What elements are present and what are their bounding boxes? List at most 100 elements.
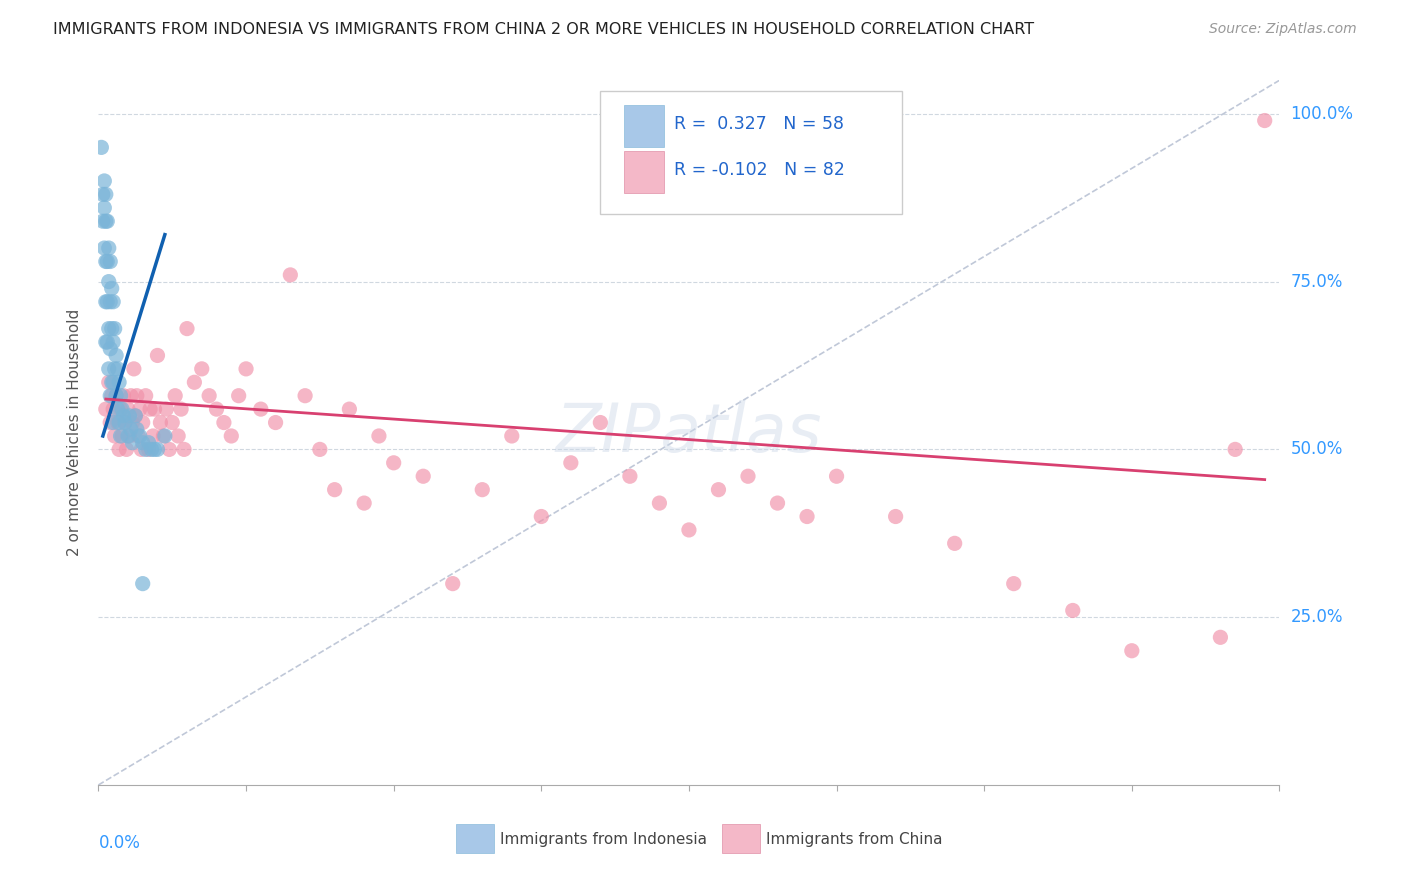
Point bbox=[91, 214, 114, 228]
Point bbox=[1062, 603, 1084, 617]
Point bbox=[111, 402, 134, 417]
Point bbox=[943, 536, 966, 550]
Point bbox=[139, 402, 162, 417]
Point bbox=[501, 429, 523, 443]
Point bbox=[264, 416, 287, 430]
Point bbox=[170, 402, 193, 417]
Point bbox=[149, 416, 172, 430]
Point bbox=[100, 389, 122, 403]
Text: 75.0%: 75.0% bbox=[1291, 273, 1343, 291]
Point bbox=[153, 429, 176, 443]
Point bbox=[560, 456, 582, 470]
Point bbox=[105, 348, 128, 362]
Point bbox=[135, 389, 157, 403]
FancyBboxPatch shape bbox=[723, 823, 759, 854]
Point bbox=[103, 334, 125, 349]
Point bbox=[228, 389, 250, 403]
Point bbox=[103, 376, 125, 390]
Point bbox=[884, 509, 907, 524]
Point bbox=[648, 496, 671, 510]
Point bbox=[107, 402, 129, 417]
Text: 0.0%: 0.0% bbox=[98, 834, 141, 852]
Point bbox=[530, 509, 553, 524]
Point bbox=[138, 442, 160, 457]
Point bbox=[121, 435, 143, 450]
Point bbox=[183, 376, 205, 390]
Point bbox=[103, 402, 125, 417]
Point bbox=[382, 456, 405, 470]
Point bbox=[132, 435, 155, 450]
Point bbox=[91, 187, 114, 202]
Point bbox=[198, 389, 221, 403]
Text: 50.0%: 50.0% bbox=[1291, 441, 1343, 458]
Point bbox=[165, 389, 187, 403]
Point bbox=[96, 334, 118, 349]
Point bbox=[125, 422, 148, 436]
Point bbox=[108, 442, 131, 457]
Point bbox=[129, 442, 152, 457]
Text: Immigrants from China: Immigrants from China bbox=[766, 831, 942, 847]
Text: Immigrants from Indonesia: Immigrants from Indonesia bbox=[501, 831, 707, 847]
Point bbox=[250, 402, 273, 417]
Y-axis label: 2 or more Vehicles in Household: 2 or more Vehicles in Household bbox=[67, 309, 83, 557]
Point bbox=[135, 442, 157, 457]
Text: 25.0%: 25.0% bbox=[1291, 608, 1343, 626]
Point bbox=[120, 389, 142, 403]
Point bbox=[280, 268, 302, 282]
Point bbox=[221, 429, 243, 443]
Point bbox=[94, 214, 117, 228]
Point bbox=[93, 174, 115, 188]
Point bbox=[97, 241, 120, 255]
FancyBboxPatch shape bbox=[600, 91, 901, 214]
Point bbox=[707, 483, 730, 497]
Point bbox=[90, 140, 112, 154]
Point bbox=[124, 409, 146, 423]
Point bbox=[118, 409, 141, 423]
Point bbox=[142, 429, 165, 443]
Point bbox=[127, 429, 149, 443]
Point bbox=[619, 469, 641, 483]
Point bbox=[339, 402, 361, 417]
Point bbox=[353, 496, 375, 510]
Point bbox=[103, 294, 125, 309]
Point bbox=[104, 362, 127, 376]
Point bbox=[146, 442, 169, 457]
Point bbox=[94, 294, 117, 309]
Point bbox=[294, 389, 316, 403]
Point bbox=[141, 442, 163, 457]
Point bbox=[323, 483, 346, 497]
Point bbox=[143, 442, 166, 457]
Point bbox=[94, 187, 117, 202]
Point bbox=[96, 294, 118, 309]
Point bbox=[412, 469, 434, 483]
Point bbox=[103, 416, 125, 430]
Point bbox=[212, 416, 235, 430]
Point bbox=[737, 469, 759, 483]
Point bbox=[112, 409, 135, 423]
Point bbox=[93, 201, 115, 215]
Point bbox=[138, 435, 160, 450]
Point bbox=[114, 416, 136, 430]
Point bbox=[121, 416, 143, 430]
Point bbox=[162, 416, 183, 430]
Point bbox=[105, 389, 128, 403]
Point bbox=[157, 442, 180, 457]
Text: IMMIGRANTS FROM INDONESIA VS IMMIGRANTS FROM CHINA 2 OR MORE VEHICLES IN HOUSEHO: IMMIGRANTS FROM INDONESIA VS IMMIGRANTS … bbox=[53, 22, 1035, 37]
Point bbox=[589, 416, 612, 430]
Point bbox=[122, 362, 145, 376]
Point bbox=[93, 241, 115, 255]
Point bbox=[117, 429, 139, 443]
Point bbox=[678, 523, 700, 537]
Point bbox=[97, 275, 120, 289]
Point bbox=[1225, 442, 1247, 457]
Point bbox=[176, 321, 198, 335]
Point bbox=[114, 416, 136, 430]
Point bbox=[94, 402, 117, 417]
Point bbox=[110, 402, 132, 417]
Point bbox=[110, 429, 132, 443]
Point bbox=[98, 389, 121, 403]
Point bbox=[117, 402, 139, 417]
Point bbox=[146, 348, 169, 362]
Point bbox=[108, 376, 131, 390]
Point bbox=[94, 254, 117, 268]
